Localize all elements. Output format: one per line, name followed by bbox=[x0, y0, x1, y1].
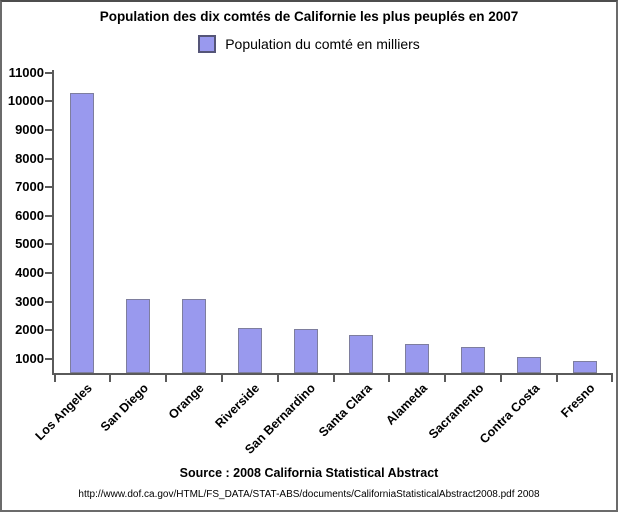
y-tick-mark bbox=[45, 71, 52, 74]
x-tick-mark bbox=[108, 375, 111, 382]
y-tick-mark bbox=[45, 357, 52, 360]
x-tick-mark bbox=[556, 375, 559, 382]
bar-contra-costa bbox=[517, 357, 542, 373]
bar-slot-fresno bbox=[557, 70, 613, 373]
bar-slot-santa-clara bbox=[334, 70, 390, 373]
x-label-orange: Orange bbox=[165, 381, 207, 422]
x-label-riverside: Riverside bbox=[212, 381, 263, 431]
x-tick-mark bbox=[388, 375, 391, 382]
y-tick-label-4000: 4000 bbox=[15, 264, 44, 280]
y-axis-line bbox=[52, 70, 54, 375]
y-tick-label-2000: 2000 bbox=[15, 322, 44, 338]
x-tick-mark bbox=[164, 375, 167, 382]
bar-slot-orange bbox=[166, 70, 222, 373]
source-caption: Source : 2008 California Statistical Abs… bbox=[179, 466, 439, 480]
bar-san-bernardino bbox=[293, 328, 318, 373]
x-tick-mark bbox=[611, 375, 613, 382]
x-tick-mark bbox=[276, 375, 279, 382]
bar-santa-clara bbox=[349, 335, 374, 373]
y-tick-label-10000: 10000 bbox=[7, 93, 44, 109]
bar-slot-los-angeles bbox=[54, 70, 110, 373]
y-tick-label-1000: 1000 bbox=[15, 350, 44, 366]
x-tick-mark bbox=[332, 375, 335, 382]
x-tick-mark bbox=[220, 375, 223, 382]
y-tick-label-9000: 9000 bbox=[15, 122, 44, 138]
bar-los-angeles bbox=[69, 92, 94, 373]
x-label-los-angeles: Los Angeles bbox=[32, 381, 95, 444]
bar-slot-sacramento bbox=[445, 70, 501, 373]
legend-label: Population du comté en milliers bbox=[225, 36, 420, 52]
x-tick-mark bbox=[54, 375, 56, 382]
bar-orange bbox=[181, 299, 206, 373]
bar-san-diego bbox=[125, 298, 150, 373]
y-tick-label-3000: 3000 bbox=[15, 293, 44, 309]
legend: Population du comté en milliers bbox=[2, 35, 616, 53]
y-tick-mark bbox=[45, 271, 52, 274]
y-tick-label-11000: 11000 bbox=[8, 64, 44, 80]
y-tick-label-7000: 7000 bbox=[15, 179, 44, 195]
x-tick-mark bbox=[500, 375, 503, 382]
bar-slot-san-diego bbox=[110, 70, 166, 373]
bar-sacramento bbox=[461, 346, 486, 373]
x-label-san-diego: San Diego bbox=[97, 381, 151, 435]
y-tick-mark bbox=[45, 329, 52, 332]
plot-area: 1000 2000 3000 4000 5000 6000 7000 8000 9000 1000… bbox=[8, 65, 613, 457]
y-tick-mark bbox=[45, 243, 52, 246]
bar-riverside bbox=[237, 327, 262, 373]
bar-slot-riverside bbox=[222, 70, 278, 373]
y-tick-mark bbox=[45, 186, 52, 189]
x-label-alameda: Alameda bbox=[383, 381, 431, 428]
y-tick-mark bbox=[45, 129, 52, 132]
source-url: http://www.dof.ca.gov/HTML/FS_DATA/STAT-… bbox=[78, 489, 540, 500]
y-tick-mark bbox=[45, 157, 52, 160]
x-label-fresno: Fresno bbox=[558, 381, 598, 421]
y-tick-mark bbox=[45, 100, 52, 103]
bar-fresno bbox=[573, 360, 598, 373]
x-tick-mark bbox=[444, 375, 447, 382]
bar-alameda bbox=[405, 343, 430, 373]
x-axis-line bbox=[52, 373, 613, 375]
y-tick-mark bbox=[45, 214, 52, 217]
x-label-santa-clara: Santa Clara bbox=[315, 381, 375, 440]
y-tick-label-8000: 8000 bbox=[15, 150, 44, 166]
y-tick-label-5000: 5000 bbox=[15, 236, 44, 252]
chart-title: Population des dix comtés de Californie … bbox=[99, 9, 519, 24]
legend-swatch-icon bbox=[198, 35, 217, 53]
x-label-sacramento: Sacramento bbox=[425, 381, 487, 442]
y-tick-mark bbox=[45, 300, 52, 303]
y-tick-label-6000: 6000 bbox=[15, 207, 44, 223]
bar-slot-alameda bbox=[389, 70, 445, 373]
bar-slot-contra-costa bbox=[501, 70, 557, 373]
bar-slot-san-bernardino bbox=[278, 70, 334, 373]
